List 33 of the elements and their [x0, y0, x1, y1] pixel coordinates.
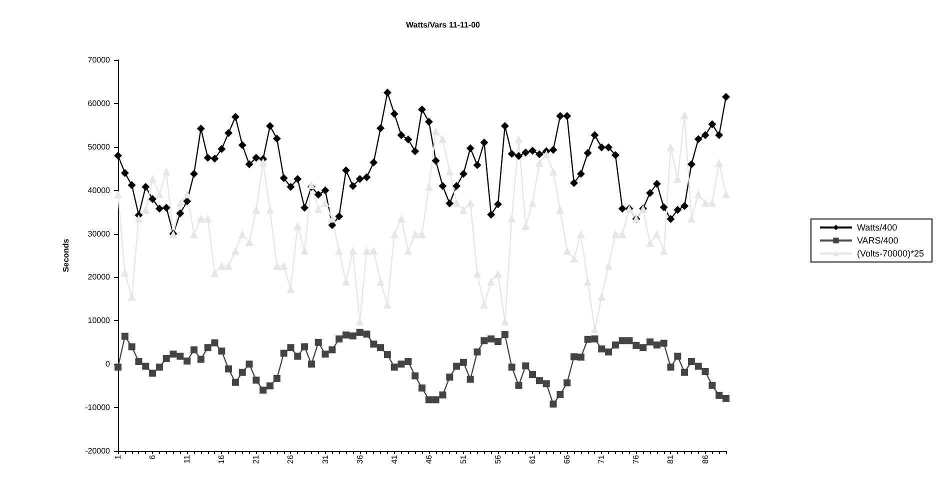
x-tick-label: 46 — [424, 454, 434, 464]
x-tick-label: 26 — [286, 454, 296, 464]
y-tick-label: 50000 — [88, 142, 111, 152]
legend-label: (Volts-70000)*25 — [856, 248, 924, 258]
x-tick-label: 31 — [320, 454, 330, 464]
y-tick-label: 60000 — [88, 98, 111, 108]
x-tick-label: 61 — [528, 454, 538, 464]
x-tick-label: 76 — [632, 454, 641, 464]
x-tick-label: 66 — [562, 454, 572, 464]
y-tick-label: 0 — [106, 360, 111, 369]
x-tick-label: 71 — [597, 454, 606, 464]
y-tick-label: 20000 — [88, 272, 111, 282]
x-tick-label: 81 — [666, 454, 676, 464]
x-tick-label: 41 — [390, 454, 399, 464]
x-tick-label: 1 — [114, 454, 122, 460]
y-tick-label: 10000 — [88, 316, 111, 326]
x-tick-label: 36 — [355, 454, 364, 464]
legend-label: Watts/400 — [856, 222, 898, 232]
y-tick-label: -10000 — [85, 403, 111, 412]
x-tick-label: 6 — [148, 454, 158, 460]
x-tick-label: 51 — [458, 454, 468, 464]
legend-label: VARS/400 — [856, 236, 898, 246]
x-tick-label: 86 — [700, 454, 710, 464]
x-tick-label: 56 — [494, 454, 502, 464]
y-tick-label: 70000 — [88, 56, 111, 64]
x-tick-label: 21 — [252, 454, 261, 464]
y-tick-label: -20000 — [85, 446, 111, 456]
x-tick-label: 11 — [182, 454, 192, 464]
y-tick-label: 40000 — [88, 186, 111, 195]
x-tick-label: 16 — [217, 454, 226, 464]
y-axis-title: Seconds — [62, 238, 70, 272]
y-tick-label: 30000 — [88, 229, 111, 238]
chart-title: Watts/Vars 11-11-00 — [406, 20, 481, 30]
